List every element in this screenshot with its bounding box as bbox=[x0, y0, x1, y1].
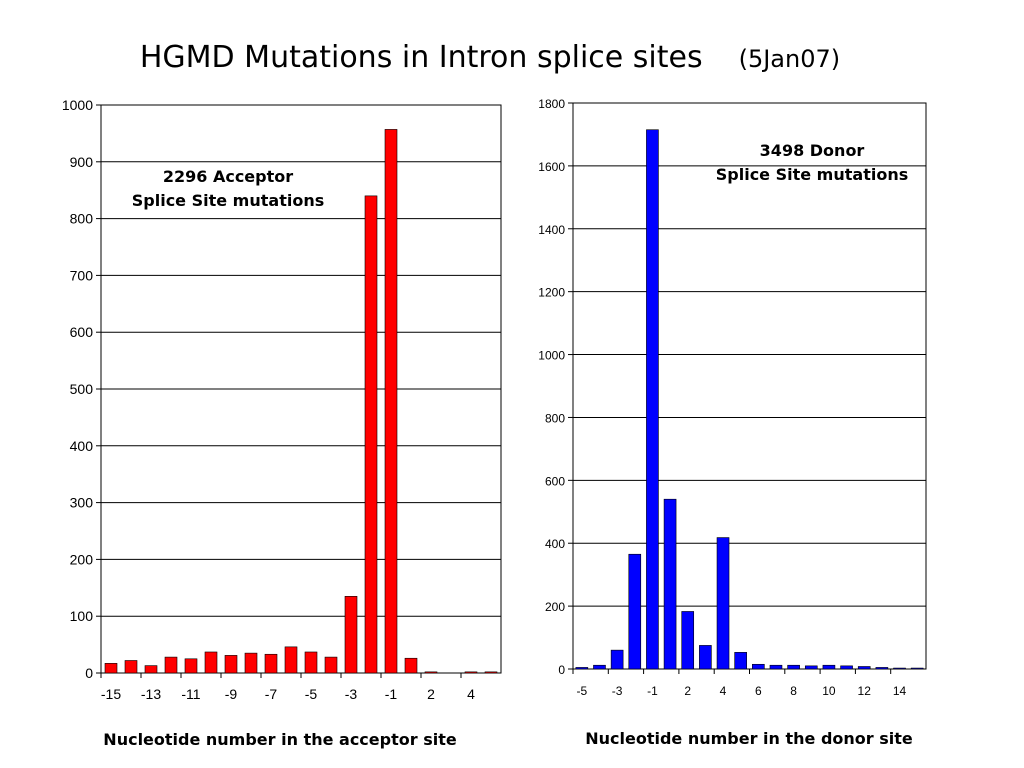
acceptor-xtick-label: -7 bbox=[265, 686, 278, 702]
donor-bar bbox=[716, 537, 730, 670]
acceptor-bar bbox=[364, 195, 378, 674]
acceptor-ytick-label: 200 bbox=[70, 551, 94, 567]
acceptor-bar bbox=[204, 651, 218, 674]
acceptor-bar bbox=[404, 657, 418, 674]
donor-xtick-label: -3 bbox=[612, 684, 623, 698]
donor-bar bbox=[663, 498, 677, 670]
donor-annotation-line: Splice Site mutations bbox=[716, 165, 908, 184]
donor-bar bbox=[646, 129, 659, 670]
donor-ytick-label: 600 bbox=[545, 474, 565, 488]
donor-bar bbox=[575, 667, 589, 670]
donor-xtick-label: -1 bbox=[647, 684, 658, 698]
acceptor-xtick-label: -15 bbox=[101, 686, 121, 702]
donor-ytick-label: 1200 bbox=[538, 286, 565, 300]
donor-bar bbox=[699, 645, 712, 670]
acceptor-bar bbox=[384, 129, 398, 674]
acceptor-ytick-label: 600 bbox=[70, 324, 94, 340]
donor-bar bbox=[910, 667, 924, 670]
donor-plot-frame bbox=[572, 102, 927, 670]
acceptor-xtick-label: -13 bbox=[141, 686, 161, 702]
acceptor-annotation-line: 2296 Acceptor bbox=[163, 167, 293, 186]
acceptor-xtick-label: -9 bbox=[225, 686, 238, 702]
acceptor-bar bbox=[224, 655, 238, 674]
acceptor-bar bbox=[184, 658, 198, 674]
donor-bar bbox=[610, 649, 624, 670]
donor-xtick-label: 12 bbox=[858, 684, 872, 698]
acceptor-bar bbox=[304, 651, 318, 674]
donor-ytick-label: 1800 bbox=[538, 97, 565, 111]
donor-bar bbox=[769, 664, 783, 670]
donor-bar bbox=[840, 665, 853, 670]
donor-bar bbox=[804, 665, 818, 670]
acceptor-bar bbox=[484, 671, 498, 674]
donor-xtick-label: 8 bbox=[790, 684, 797, 698]
acceptor-bar bbox=[164, 656, 178, 674]
acceptor-bar bbox=[464, 671, 478, 674]
acceptor-bar bbox=[264, 653, 278, 674]
donor-xtick-label: 10 bbox=[822, 684, 836, 698]
acceptor-annotation-line: Splice Site mutations bbox=[132, 191, 324, 210]
donor-ytick-label: 800 bbox=[545, 411, 565, 425]
donor-xtick-label: 4 bbox=[720, 684, 727, 698]
donor-ytick-label: 400 bbox=[545, 537, 565, 551]
donor-bar bbox=[787, 664, 800, 670]
acceptor-chart-group: 0 100 200 300 400 500 600 700 800 900 1000 -15 -13 -1… bbox=[62, 97, 502, 749]
acceptor-bar bbox=[424, 671, 438, 674]
donor-annotation-line: 3498 Donor bbox=[760, 141, 865, 160]
acceptor-ytick-label: 400 bbox=[70, 438, 94, 454]
title-date: (5Jan07) bbox=[738, 45, 841, 73]
donor-xtick-label: 14 bbox=[893, 684, 907, 698]
donor-ytick-label: 1600 bbox=[538, 160, 565, 174]
donor-bar bbox=[628, 553, 642, 670]
donor-ytick-label: 200 bbox=[545, 600, 565, 614]
donor-xtick-label: -5 bbox=[576, 684, 587, 698]
donor-bar bbox=[875, 667, 889, 670]
acceptor-bar bbox=[244, 652, 258, 674]
acceptor-ytick-label: 300 bbox=[70, 495, 94, 511]
acceptor-ytick-label: 0 bbox=[85, 665, 93, 681]
donor-ytick-label: 0 bbox=[558, 663, 565, 677]
donor-bar bbox=[681, 611, 695, 670]
donor-bar bbox=[752, 663, 765, 670]
acceptor-bar bbox=[324, 656, 338, 674]
acceptor-bar bbox=[284, 646, 298, 674]
acceptor-bar bbox=[124, 660, 138, 674]
donor-xaxis-label: Nucleotide number in the donor site bbox=[585, 729, 913, 748]
acceptor-xaxis-label: Nucleotide number in the acceptor site bbox=[103, 730, 457, 749]
donor-ytick-label: 1000 bbox=[538, 349, 565, 363]
donor-bar bbox=[593, 664, 606, 670]
acceptor-xtick-label: 2 bbox=[427, 686, 435, 702]
acceptor-ytick-label: 1000 bbox=[62, 97, 93, 113]
acceptor-xtick-label: 4 bbox=[467, 686, 475, 702]
donor-bar bbox=[857, 666, 871, 670]
acceptor-xtick-label: -11 bbox=[181, 686, 200, 702]
page-title: HGMD Mutations in Intron splice sites (5J… bbox=[0, 40, 980, 75]
acceptor-xtick-label: -5 bbox=[305, 686, 318, 702]
donor-bar bbox=[822, 664, 836, 670]
acceptor-ytick-label: 800 bbox=[70, 211, 94, 227]
acceptor-xtick-label: -1 bbox=[385, 686, 398, 702]
acceptor-xtick-label: -3 bbox=[345, 686, 358, 702]
acceptor-ytick-label: 700 bbox=[70, 267, 94, 283]
donor-xtick-label: 6 bbox=[755, 684, 762, 698]
title-text: HGMD Mutations in Intron splice sites bbox=[139, 40, 703, 75]
donor-bar bbox=[893, 667, 906, 670]
donor-bar bbox=[734, 652, 747, 670]
acceptor-ytick-label: 500 bbox=[70, 381, 94, 397]
acceptor-ytick-label: 900 bbox=[70, 154, 94, 170]
acceptor-bar bbox=[144, 665, 158, 674]
donor-chart-group: 0 200 400 600 800 1000 1200 1400 1600 1800 -5 -3 -1 2… bbox=[538, 97, 927, 748]
acceptor-ytick-label: 100 bbox=[70, 608, 94, 624]
donor-xtick-label: 2 bbox=[684, 684, 691, 698]
acceptor-bar bbox=[104, 663, 118, 674]
acceptor-bar bbox=[344, 596, 358, 674]
donor-ytick-label: 1400 bbox=[538, 223, 565, 237]
